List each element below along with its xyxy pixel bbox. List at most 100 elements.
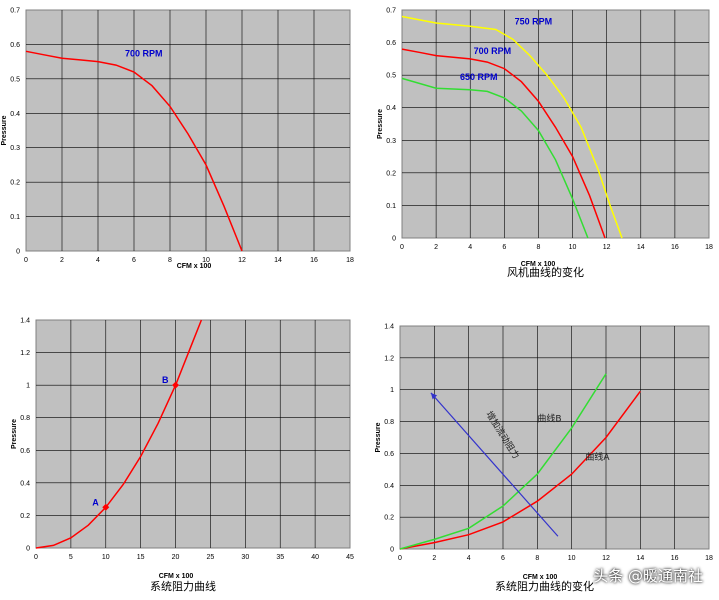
chart-svg-1: 0 2 4 6 8 10 12 14 16 18 0 0.1 0.2 0.3 0.4 0.5 0.6 0.7 CFM… [1, 8, 354, 271]
plot-area [25, 9, 351, 252]
x-tick-label: 18 [705, 244, 713, 251]
y-tick-label: 1.2 [20, 350, 30, 357]
x-tick-label: 40 [311, 554, 319, 561]
x-tick-label: 2 [432, 555, 436, 562]
y-tick-label: 0.8 [384, 419, 394, 426]
x-tick-label: 25 [207, 554, 215, 561]
x-tick-label: 2 [60, 257, 64, 264]
y-tick-label: 0.6 [10, 42, 20, 49]
chart-system-resistance: 0 5 10 15 20 25 30 35 40 45 0 0.2 0.4 0.6 0.8 1 1.2 1.4 CF… [0, 300, 360, 600]
chart-svg-2: 0 2 4 6 8 10 12 14 16 18 0 0.1 0.2 0.3 0.4 0.5 0.6 0.7 CFM… [377, 8, 713, 280]
y-axis-label: Pressure [11, 419, 18, 449]
plot-area [399, 325, 710, 550]
point-label-a: A [92, 497, 99, 507]
x-tick-label: 4 [96, 257, 100, 264]
x-tick-label: 18 [346, 257, 354, 264]
y-tick-label: 1.2 [384, 355, 394, 362]
chart-system-resistance-variations: 0 2 4 6 8 10 12 14 16 18 0 0.2 0.4 0.6 0.8 1 1.2 1.4 CFM x… [360, 300, 719, 600]
x-tick-label: 8 [536, 244, 540, 251]
x-tick-label: 16 [671, 244, 679, 251]
y-tick-label: 1 [26, 383, 30, 390]
point-marker-b [172, 381, 180, 389]
x-tick-label: 16 [671, 555, 679, 562]
y-tick-label: 0.5 [10, 76, 20, 83]
y-tick-label: 0.4 [386, 105, 396, 112]
y-tick-label: 1.4 [384, 324, 394, 331]
y-tick-label: 0.3 [386, 138, 396, 145]
x-tick-label: 14 [636, 555, 644, 562]
x-tick-label: 5 [69, 554, 73, 561]
point-label-b: B [162, 375, 169, 385]
chart-fan-curve-700: 0 2 4 6 8 10 12 14 16 18 0 0.1 0.2 0.3 0.4 0.5 0.6 0.7 CFM… [0, 0, 360, 290]
x-tick-label: 12 [603, 244, 611, 251]
chart-fan-curve-variations: 0 2 4 6 8 10 12 14 16 18 0 0.1 0.2 0.3 0.4 0.5 0.6 0.7 CFM… [360, 0, 719, 290]
x-tick-label: 10 [102, 554, 110, 561]
series-line-3 [401, 77, 589, 239]
y-tick-label: 1.4 [20, 318, 30, 325]
x-tick-label: 2 [434, 244, 438, 251]
series-line-1 [401, 15, 623, 239]
x-tick-label: 6 [132, 257, 136, 264]
x-tick-label: 18 [705, 555, 713, 562]
watermark-text: 头条 @暖通南社 [593, 567, 703, 585]
chart-svg-4: 0 2 4 6 8 10 12 14 16 18 0 0.2 0.4 0.6 0.8 1 1.2 1.4 CFM x… [375, 324, 713, 594]
x-tick-label: 30 [241, 554, 249, 561]
y-tick-label: 0 [390, 547, 394, 554]
y-tick-label: 0 [16, 249, 20, 256]
plot-area [35, 319, 351, 549]
y-tick-label: 0.7 [386, 8, 396, 15]
y-tick-label: 0.4 [384, 483, 394, 490]
x-tick-label: 0 [400, 244, 404, 251]
annotation-2: 700 RPM [474, 46, 512, 56]
annotation-1: 700 RPM [125, 48, 163, 58]
y-tick-label: 0.6 [384, 451, 394, 458]
x-tick-label: 35 [276, 554, 284, 561]
x-tick-label: 15 [137, 554, 145, 561]
x-tick-label: 4 [468, 244, 472, 251]
series-line-1 [35, 319, 203, 549]
x-tick-label: 0 [398, 555, 402, 562]
y-axis-label: Pressure [375, 422, 382, 452]
x-axis-label: CFM x 100 [159, 573, 194, 580]
y-tick-label: 0.2 [20, 513, 30, 520]
x-tick-label: 8 [535, 555, 539, 562]
y-tick-label: 1 [390, 387, 394, 394]
series-line-1 [25, 50, 243, 252]
y-tick-label: 0 [26, 546, 30, 553]
series-line-2 [401, 48, 606, 239]
y-tick-label: 0.1 [10, 214, 20, 221]
x-tick-label: 6 [501, 555, 505, 562]
chart-caption: 系统阻力曲线 [150, 579, 216, 593]
point-marker-a [102, 503, 110, 511]
y-tick-label: 0.8 [20, 415, 30, 422]
x-axis-label: CFM x 100 [521, 261, 556, 268]
y-tick-label: 0.4 [20, 480, 30, 487]
x-tick-label: 6 [502, 244, 506, 251]
x-tick-label: 12 [238, 257, 246, 264]
annotation-1: 曲线B [537, 413, 561, 425]
x-tick-label: 0 [34, 554, 38, 561]
y-tick-label: 0.2 [384, 515, 394, 522]
y-tick-label: 0.3 [10, 145, 20, 152]
y-axis-label: Pressure [1, 115, 8, 145]
x-axis-label: CFM x 100 [523, 574, 558, 581]
y-tick-label: 0.5 [386, 73, 396, 80]
annotation-2: 曲线A [585, 451, 610, 463]
y-tick-label: 0.2 [386, 170, 396, 177]
x-tick-label: 14 [274, 257, 282, 264]
plot-area [401, 9, 710, 239]
arrow-line [430, 392, 559, 537]
x-tick-label: 0 [24, 257, 28, 264]
y-tick-label: 0.7 [10, 8, 20, 15]
x-axis-label: CFM x 100 [177, 263, 212, 270]
y-axis-label: Pressure [377, 109, 384, 139]
arrow-head [430, 392, 438, 400]
annotation-1: 750 RPM [515, 17, 553, 27]
chart-svg-3: 0 5 10 15 20 25 30 35 40 45 0 0.2 0.4 0.6 0.8 1 1.2 1.4 CF… [11, 318, 354, 594]
y-tick-label: 0 [392, 236, 396, 243]
x-tick-label: 16 [310, 257, 318, 264]
x-tick-label: 10 [202, 257, 210, 264]
series-line-1 [399, 390, 641, 550]
y-tick-label: 0.2 [10, 180, 20, 187]
x-tick-label: 10 [568, 555, 576, 562]
